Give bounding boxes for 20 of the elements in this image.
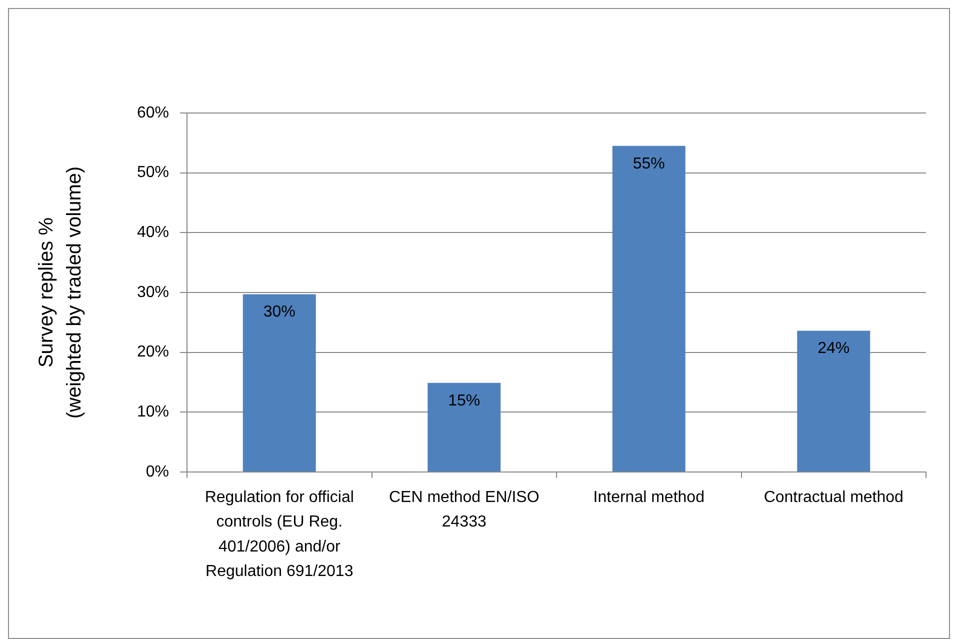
x-tick-label: Contractual method xyxy=(764,488,904,506)
x-tick-label: Internal method xyxy=(593,488,704,506)
y-tick-label: 60% xyxy=(136,104,169,122)
x-tick-label: CEN method EN/ISO 24333 xyxy=(388,488,540,531)
x-tick-label: Regulation for official controls (EU Reg. 401/2006) and/or Regulation 691/2013 xyxy=(204,488,354,580)
y-tick-label: 50% xyxy=(136,164,169,182)
y-axis-title: Survey replies % (weighted by traded volume) xyxy=(36,166,86,419)
y-tick-label: 0% xyxy=(146,463,169,480)
bar xyxy=(242,294,316,472)
y-tick-label: 20% xyxy=(136,344,169,361)
y-tick-label: 40% xyxy=(136,224,169,242)
data-label: 30% xyxy=(263,304,296,321)
y-tick-label: 30% xyxy=(136,284,169,301)
bar xyxy=(797,330,870,472)
bar xyxy=(428,382,501,472)
data-label: 15% xyxy=(448,392,480,410)
data-label: 24% xyxy=(818,340,850,358)
data-label: 55% xyxy=(632,155,665,172)
y-tick-label: 10% xyxy=(136,404,169,421)
bar xyxy=(612,146,686,472)
